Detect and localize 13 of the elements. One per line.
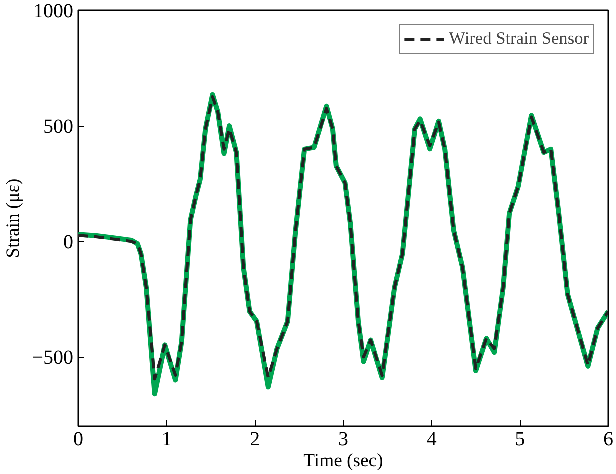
y-tick-label: 500 [44, 116, 74, 138]
x-tick-label: 4 [426, 428, 437, 450]
y-tick-label: 0 [64, 232, 74, 254]
legend-label: Wired Strain Sensor [449, 29, 589, 49]
x-axis-title: Time (sec) [304, 450, 384, 472]
x-tick-label: 1 [162, 428, 172, 450]
y-tick-label: 1000 [34, 0, 74, 22]
x-tick-label: 3 [338, 428, 348, 450]
x-tick-label: 6 [604, 428, 614, 450]
x-tick-label: 5 [515, 428, 526, 450]
x-tick-label: 2 [250, 428, 260, 450]
y-axis-title: Strain (με) [3, 178, 24, 258]
y-tick-label: −500 [32, 347, 74, 370]
